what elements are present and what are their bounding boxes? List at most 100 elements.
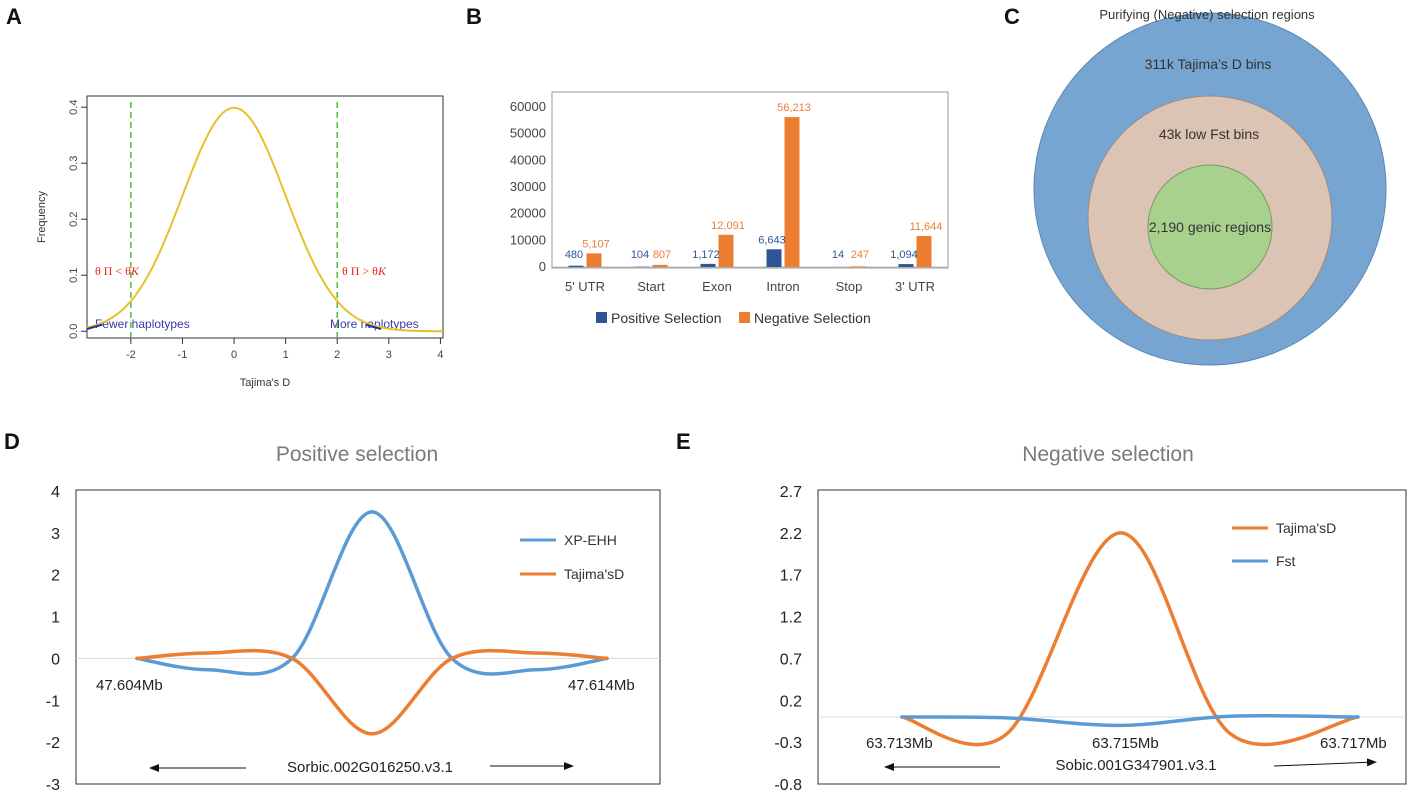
data-label-positive: 1,094 [890,249,918,261]
venn-inner-circle [1147,164,1273,290]
legend-label-tajima-d: Tajima'sD [564,566,624,582]
y-tick-label: -0.8 [774,777,802,792]
data-label-positive: 104 [631,249,649,261]
y-tick-label-a: 0.1 [68,268,80,283]
y-tick-label-b: 20000 [510,206,546,221]
x-end-label-e: 63.717Mb [1320,735,1387,752]
bar-positive [898,264,914,267]
gene-label-d: Sorbic.002G016250.v3.1 [287,759,453,776]
legend-swatch-negative [739,312,750,323]
data-label-negative: 11,644 [910,221,943,233]
y-tick-label-a: 0.3 [68,156,80,171]
y-tick-label-a: 0.0 [68,324,80,339]
y-tick-label-b: 30000 [510,179,546,194]
tail-left-highlight [86,323,103,330]
gene-label-e: Sobic.001G347901.v3.1 [1056,757,1217,774]
y-tick-label: 2.7 [780,484,802,501]
y-tick-label-b: 60000 [510,99,546,114]
panel-letter-a: A [6,4,22,29]
x-mid-label-e: 63.715Mb [1092,735,1159,752]
plot-frame-e [817,489,1407,785]
series-line-tajima-sd [137,651,607,734]
panel-b-bar-chart: Positive Selection Negative Selection 0 1… [510,91,949,326]
data-label-positive: 480 [565,249,583,261]
legend-label-fst: Fst [1276,553,1296,569]
data-label-negative: 56,213 [777,102,811,114]
panel-letter-d: D [4,429,20,454]
y-tick-label: -1 [46,693,60,710]
y-tick-label: -0.3 [774,735,802,752]
y-tick-label: 0 [51,651,60,668]
y-tick-label-b: 40000 [510,152,546,167]
y-tick-label: 3 [51,526,60,543]
series-line-fst [902,716,1358,726]
x-axis-title-a: Tajima's D [240,377,290,389]
x-category-label-b: Stop [836,279,863,294]
plot-frame-d [75,489,661,785]
data-label-negative: 807 [653,249,671,261]
bar-negative [652,264,668,267]
bar-negative [916,235,932,267]
annotation-left-theta: θ Π < θK [95,264,140,278]
y-tick-label: 0.7 [780,651,802,668]
y-tick-label: 1.2 [780,610,802,627]
y-tick-label: -2 [46,735,60,752]
annotation-more-haplotypes: More haplotypes [330,317,419,331]
x-tick-label-a: 0 [231,349,237,361]
density-curve [86,106,443,333]
x-category-label-b: 5' UTR [565,279,605,294]
tail-right-highlight [365,323,382,330]
x-tick-label-a: 4 [437,349,443,361]
x-category-label-b: Exon [702,279,732,294]
panel-letter-c: C [1004,4,1020,29]
x-category-label-b: Intron [766,279,799,294]
panel-c-venn-diagram: Purifying (Negative) selection regions 3… [1033,7,1387,366]
y-tick-label-b: 10000 [510,232,546,247]
panel-e-negative-selection: Negative selection Sobic.001G347901.v3.1… [774,443,1407,792]
venn-title: Purifying (Negative) selection regions [1099,7,1315,22]
y-tick-label-a: 0.2 [68,212,80,227]
data-label-negative: 5,107 [582,238,610,250]
bar-negative [718,234,734,267]
annotation-fewer-haplotypes: Fewer haplotypes [95,317,190,331]
data-label-positive: 1,172 [692,249,720,261]
y-tick-label: 2 [51,568,60,585]
x-tick-label-a: 1 [283,349,289,361]
data-label-positive: 14 [832,249,844,261]
bar-negative [784,117,800,267]
panel-d-positive-selection: Positive selection Sorbic.002G016250.v3.… [46,443,661,792]
venn-label-genic-regions: 2,190 genic regions [1149,219,1271,235]
y-tick-label: -3 [46,777,60,792]
legend-swatch-positive [596,312,607,323]
x-category-label-b: Start [637,279,665,294]
y-axis-title-a: Frequency [36,191,48,243]
x-start-label-e: 63.713Mb [866,735,933,752]
y-tick-label: 1.7 [780,568,802,585]
bar-positive [766,249,782,267]
gene-arrow-right-e [1273,758,1377,767]
x-end-label-d: 47.614Mb [568,677,635,694]
x-tick-label-a: 3 [386,349,392,361]
venn-label-tajima-bins: 311k Tajima’s D bins [1145,56,1272,72]
chart-title-e: Negative selection [1022,443,1194,466]
series-line-tajima-sd [902,533,1358,745]
x-tick-label-a: -1 [178,349,188,361]
bar-negative [586,253,602,267]
x-start-label-d: 47.604Mb [96,677,163,694]
y-tick-label: 2.2 [780,526,802,543]
plot-frame-a [86,95,444,339]
legend-label-xpehh: XP-EHH [564,532,617,548]
bar-negative [850,266,866,267]
data-label-negative: 247 [851,249,869,261]
bar-positive [568,265,584,267]
panel-letter-e: E [676,429,691,454]
legend-label-negative: Negative Selection [754,310,871,326]
y-tick-label-a: 0.4 [68,100,80,115]
x-tick-label-a: 2 [334,349,340,361]
venn-label-fst-bins: 43k low Fst bins [1159,126,1259,142]
y-tick-label-b: 50000 [510,126,546,141]
y-tick-label: 4 [51,484,60,501]
x-category-label-b: 3' UTR [895,279,935,294]
annotation-right-theta: θ Π > θK [342,264,387,278]
